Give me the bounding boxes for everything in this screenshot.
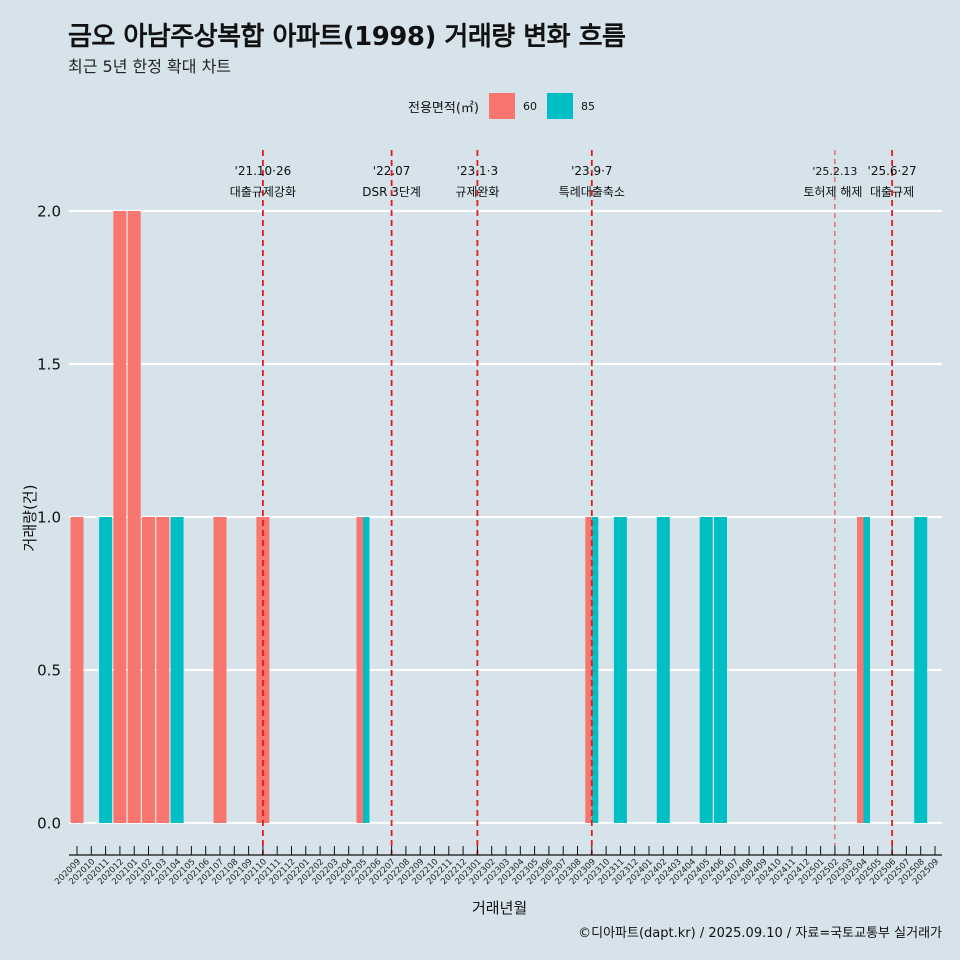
bar-60-202009: [70, 517, 84, 823]
bar-60-202205: [356, 517, 363, 823]
chart-title: 금오 아남주상복합 아파트(1998) 거래량 변화 흐름: [68, 22, 626, 52]
y-tick-label: 0.0: [37, 815, 61, 833]
bar-60-202101: [127, 211, 141, 823]
legend-label-85: 85: [580, 99, 595, 113]
bar-85-202011: [99, 517, 113, 823]
annotation-date: '22.07: [373, 164, 411, 178]
y-tick-labels: 0.0 0.5 1.0 1.5 2.0: [37, 203, 61, 833]
gridlines: [69, 209, 942, 825]
legend-title: 전용면적(㎡): [408, 100, 479, 116]
bar-85-202309: [591, 517, 599, 823]
annotation-date: '23.1·3: [457, 164, 498, 178]
annotation-date: '25.6·27: [868, 164, 917, 178]
y-tick-label: 1.5: [37, 356, 61, 374]
legend-swatch-85: [546, 93, 573, 119]
bar-60-202107: [213, 517, 227, 823]
legend: 전용면적(㎡) 60 85: [408, 92, 605, 120]
y-tick-label: 1.0: [37, 509, 61, 527]
bar-60-202309: [585, 517, 592, 823]
bar-85-202508: [914, 517, 928, 823]
bar-85-202402: [656, 517, 670, 823]
annotations: '21.10·26 대출규제강화 '22.07 DSR 3단계 '23.1·3 규제완화 '…: [230, 150, 917, 855]
annotation-label: 대출규제강화: [230, 185, 296, 199]
bar-85-202104: [170, 517, 184, 823]
bars: [70, 211, 928, 823]
bar-85-202311: [613, 517, 627, 823]
bar-60-202012: [113, 211, 127, 823]
y-tick-label: 2.0: [37, 203, 61, 221]
bar-85-202405: [699, 517, 713, 823]
legend-label-60: 60: [522, 99, 537, 113]
annotation-date: '21.10·26: [235, 164, 292, 178]
annotation-label: 토허제 해제: [803, 185, 862, 199]
bar-85-202205: [363, 517, 370, 823]
annotation-label: DSR 3단계: [362, 185, 421, 199]
annotation-label: 특례대출축소: [559, 185, 625, 199]
bar-85-202504: [863, 517, 870, 823]
annotation-label: 대출규제: [870, 185, 914, 199]
y-tick-label: 0.5: [37, 662, 61, 680]
x-axis-label: 거래년월: [472, 899, 528, 917]
annotation-date: '25.2.13: [812, 165, 857, 178]
legend-swatch-60: [488, 93, 515, 119]
source-caption: ©디아파트(dapt.kr) / 2025.09.10 / 자료=국토교통부 실…: [578, 926, 942, 941]
annotation-label: 규제완화: [455, 185, 499, 199]
bar-60-202504: [857, 517, 864, 823]
bar-85-202406: [714, 517, 727, 823]
bar-60-202103: [156, 517, 170, 823]
x-axis: 2020092020102020112020122021012021022021…: [53, 846, 942, 887]
chart-subtitle: 최근 5년 한정 확대 차트: [68, 57, 232, 76]
bar-60-202102: [142, 517, 155, 823]
annotation-date: '23.9·7: [571, 164, 612, 178]
